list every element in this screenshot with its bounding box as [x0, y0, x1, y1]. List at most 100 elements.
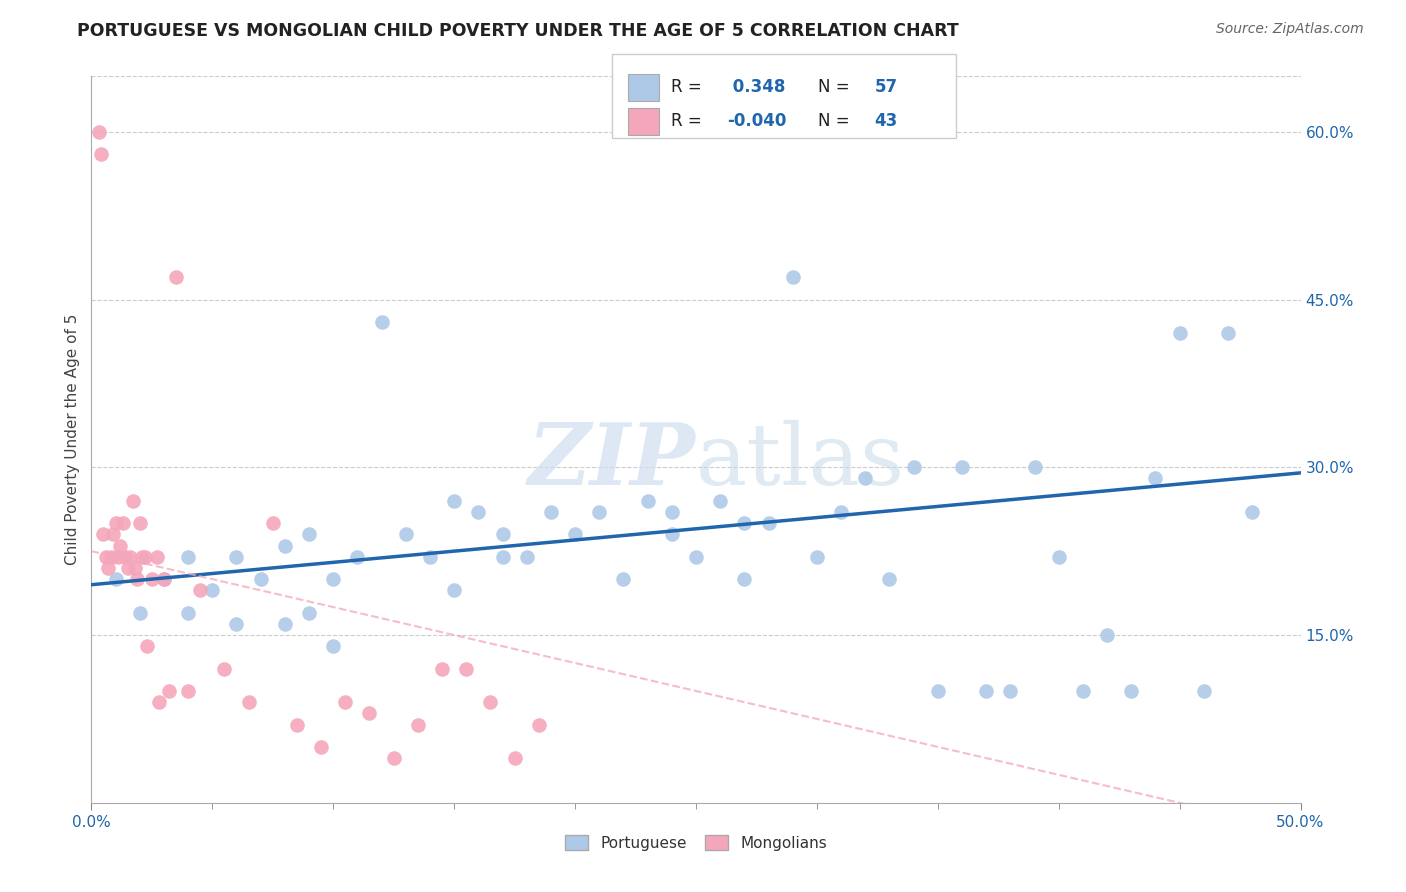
Point	[157, 684, 180, 698]
Point	[134, 549, 156, 564]
Point	[950, 460, 973, 475]
Point	[111, 516, 134, 531]
Point	[274, 539, 297, 553]
Point	[121, 493, 143, 508]
Text: 57: 57	[875, 78, 897, 96]
Point	[101, 527, 124, 541]
Point	[100, 549, 122, 564]
Point	[853, 471, 876, 485]
Point	[141, 572, 163, 586]
Point	[685, 549, 707, 564]
Text: N =: N =	[818, 78, 849, 96]
Point	[117, 561, 139, 575]
Y-axis label: Child Poverty Under the Age of 5: Child Poverty Under the Age of 5	[65, 314, 80, 565]
Point	[148, 695, 170, 709]
Point	[733, 516, 755, 531]
Point	[588, 505, 610, 519]
Point	[110, 539, 132, 553]
Point	[1121, 684, 1143, 698]
Point	[93, 527, 115, 541]
Text: 0.348: 0.348	[727, 78, 786, 96]
Point	[758, 516, 780, 531]
Point	[1144, 471, 1167, 485]
Point	[124, 561, 146, 575]
Point	[479, 695, 502, 709]
Point	[564, 527, 586, 541]
Point	[879, 572, 901, 586]
Point	[516, 549, 538, 564]
Point	[491, 549, 513, 564]
Text: R =: R =	[671, 78, 702, 96]
Point	[661, 505, 683, 519]
Point	[322, 639, 344, 653]
Point	[188, 583, 211, 598]
Point	[201, 583, 224, 598]
Point	[177, 606, 200, 620]
Point	[114, 549, 136, 564]
Point	[274, 616, 297, 631]
Point	[782, 270, 804, 285]
Point	[370, 315, 392, 329]
Point	[104, 572, 127, 586]
Point	[309, 739, 332, 754]
Point	[120, 549, 142, 564]
Point	[527, 717, 550, 731]
Point	[131, 549, 153, 564]
Point	[225, 549, 247, 564]
Point	[927, 684, 949, 698]
Point	[612, 572, 634, 586]
Point	[830, 505, 852, 519]
Point	[430, 662, 453, 676]
Point	[806, 549, 828, 564]
Point	[359, 706, 381, 721]
Text: 43: 43	[875, 112, 898, 130]
Point	[503, 751, 526, 765]
Point	[94, 549, 117, 564]
Text: ZIP: ZIP	[529, 419, 696, 503]
Point	[540, 505, 562, 519]
Point	[419, 549, 441, 564]
Point	[456, 662, 478, 676]
Text: -0.040: -0.040	[727, 112, 786, 130]
Text: atlas: atlas	[696, 419, 905, 503]
Point	[145, 549, 167, 564]
Point	[90, 147, 112, 161]
Point	[298, 606, 321, 620]
Point	[709, 493, 731, 508]
Point	[107, 549, 129, 564]
Point	[136, 639, 159, 653]
Point	[322, 572, 344, 586]
Text: N =: N =	[818, 112, 849, 130]
Point	[285, 717, 308, 731]
Point	[225, 616, 247, 631]
Point	[238, 695, 260, 709]
Point	[153, 572, 176, 586]
Point	[1047, 549, 1070, 564]
Point	[97, 561, 120, 575]
Point	[661, 527, 683, 541]
Text: PORTUGUESE VS MONGOLIAN CHILD POVERTY UNDER THE AGE OF 5 CORRELATION CHART: PORTUGUESE VS MONGOLIAN CHILD POVERTY UN…	[77, 22, 959, 40]
Point	[177, 549, 200, 564]
Point	[87, 125, 110, 139]
Point	[395, 527, 418, 541]
Point	[406, 717, 429, 731]
Point	[733, 572, 755, 586]
Point	[1168, 326, 1191, 340]
Point	[1095, 628, 1118, 642]
Point	[346, 549, 368, 564]
Point	[177, 684, 200, 698]
Point	[128, 516, 150, 531]
Point	[104, 516, 127, 531]
Point	[335, 695, 357, 709]
Point	[637, 493, 659, 508]
Point	[1024, 460, 1046, 475]
Point	[128, 606, 150, 620]
Point	[1071, 684, 1094, 698]
Point	[974, 684, 997, 698]
Point	[443, 493, 465, 508]
Text: Source: ZipAtlas.com: Source: ZipAtlas.com	[1216, 22, 1364, 37]
Point	[127, 572, 149, 586]
Point	[262, 516, 284, 531]
Point	[214, 662, 236, 676]
Point	[165, 270, 187, 285]
